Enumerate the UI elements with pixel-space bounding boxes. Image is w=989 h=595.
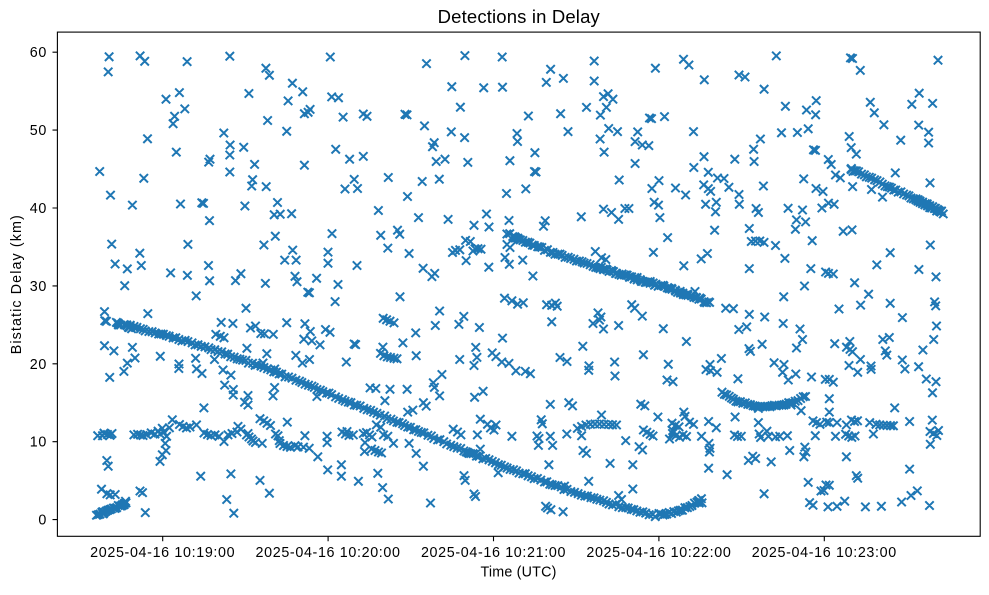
svg-text:2025-04-16 10:19:00: 2025-04-16 10:19:00 bbox=[90, 545, 235, 561]
svg-text:40: 40 bbox=[30, 201, 47, 217]
svg-text:60: 60 bbox=[30, 45, 47, 61]
svg-text:0: 0 bbox=[38, 513, 47, 529]
svg-text:2025-04-16 10:22:00: 2025-04-16 10:22:00 bbox=[586, 545, 731, 561]
svg-text:50: 50 bbox=[30, 123, 47, 139]
svg-text:20: 20 bbox=[30, 357, 47, 373]
svg-text:2025-04-16 10:21:00: 2025-04-16 10:21:00 bbox=[421, 545, 566, 561]
svg-text:30: 30 bbox=[30, 279, 47, 295]
svg-text:10: 10 bbox=[30, 435, 47, 451]
svg-text:2025-04-16 10:20:00: 2025-04-16 10:20:00 bbox=[256, 545, 401, 561]
svg-text:Detections in Delay: Detections in Delay bbox=[438, 6, 601, 27]
svg-text:2025-04-16 10:23:00: 2025-04-16 10:23:00 bbox=[752, 545, 897, 561]
svg-text:Bistatic Delay (km): Bistatic Delay (km) bbox=[9, 214, 25, 354]
svg-text:Time (UTC): Time (UTC) bbox=[480, 565, 556, 581]
